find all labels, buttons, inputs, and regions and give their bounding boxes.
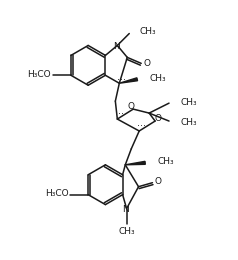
Text: O: O [144, 59, 151, 68]
Text: N: N [122, 205, 129, 214]
Text: CH₃: CH₃ [181, 98, 198, 107]
Text: H₃CO: H₃CO [27, 70, 51, 79]
Text: O: O [128, 102, 135, 110]
Text: ···: ··· [115, 109, 124, 119]
Text: O: O [155, 114, 162, 122]
Text: N: N [113, 42, 120, 51]
Text: CH₃: CH₃ [149, 74, 166, 83]
Text: O: O [155, 177, 162, 186]
Text: ···: ··· [137, 121, 146, 131]
Polygon shape [125, 161, 145, 165]
Text: CH₃: CH₃ [139, 27, 156, 36]
Text: ···: ··· [117, 75, 126, 85]
Text: H₃CO: H₃CO [45, 189, 68, 198]
Polygon shape [119, 78, 138, 83]
Text: CH₃: CH₃ [118, 227, 135, 236]
Text: CH₃: CH₃ [181, 118, 198, 127]
Text: CH₃: CH₃ [157, 157, 174, 166]
